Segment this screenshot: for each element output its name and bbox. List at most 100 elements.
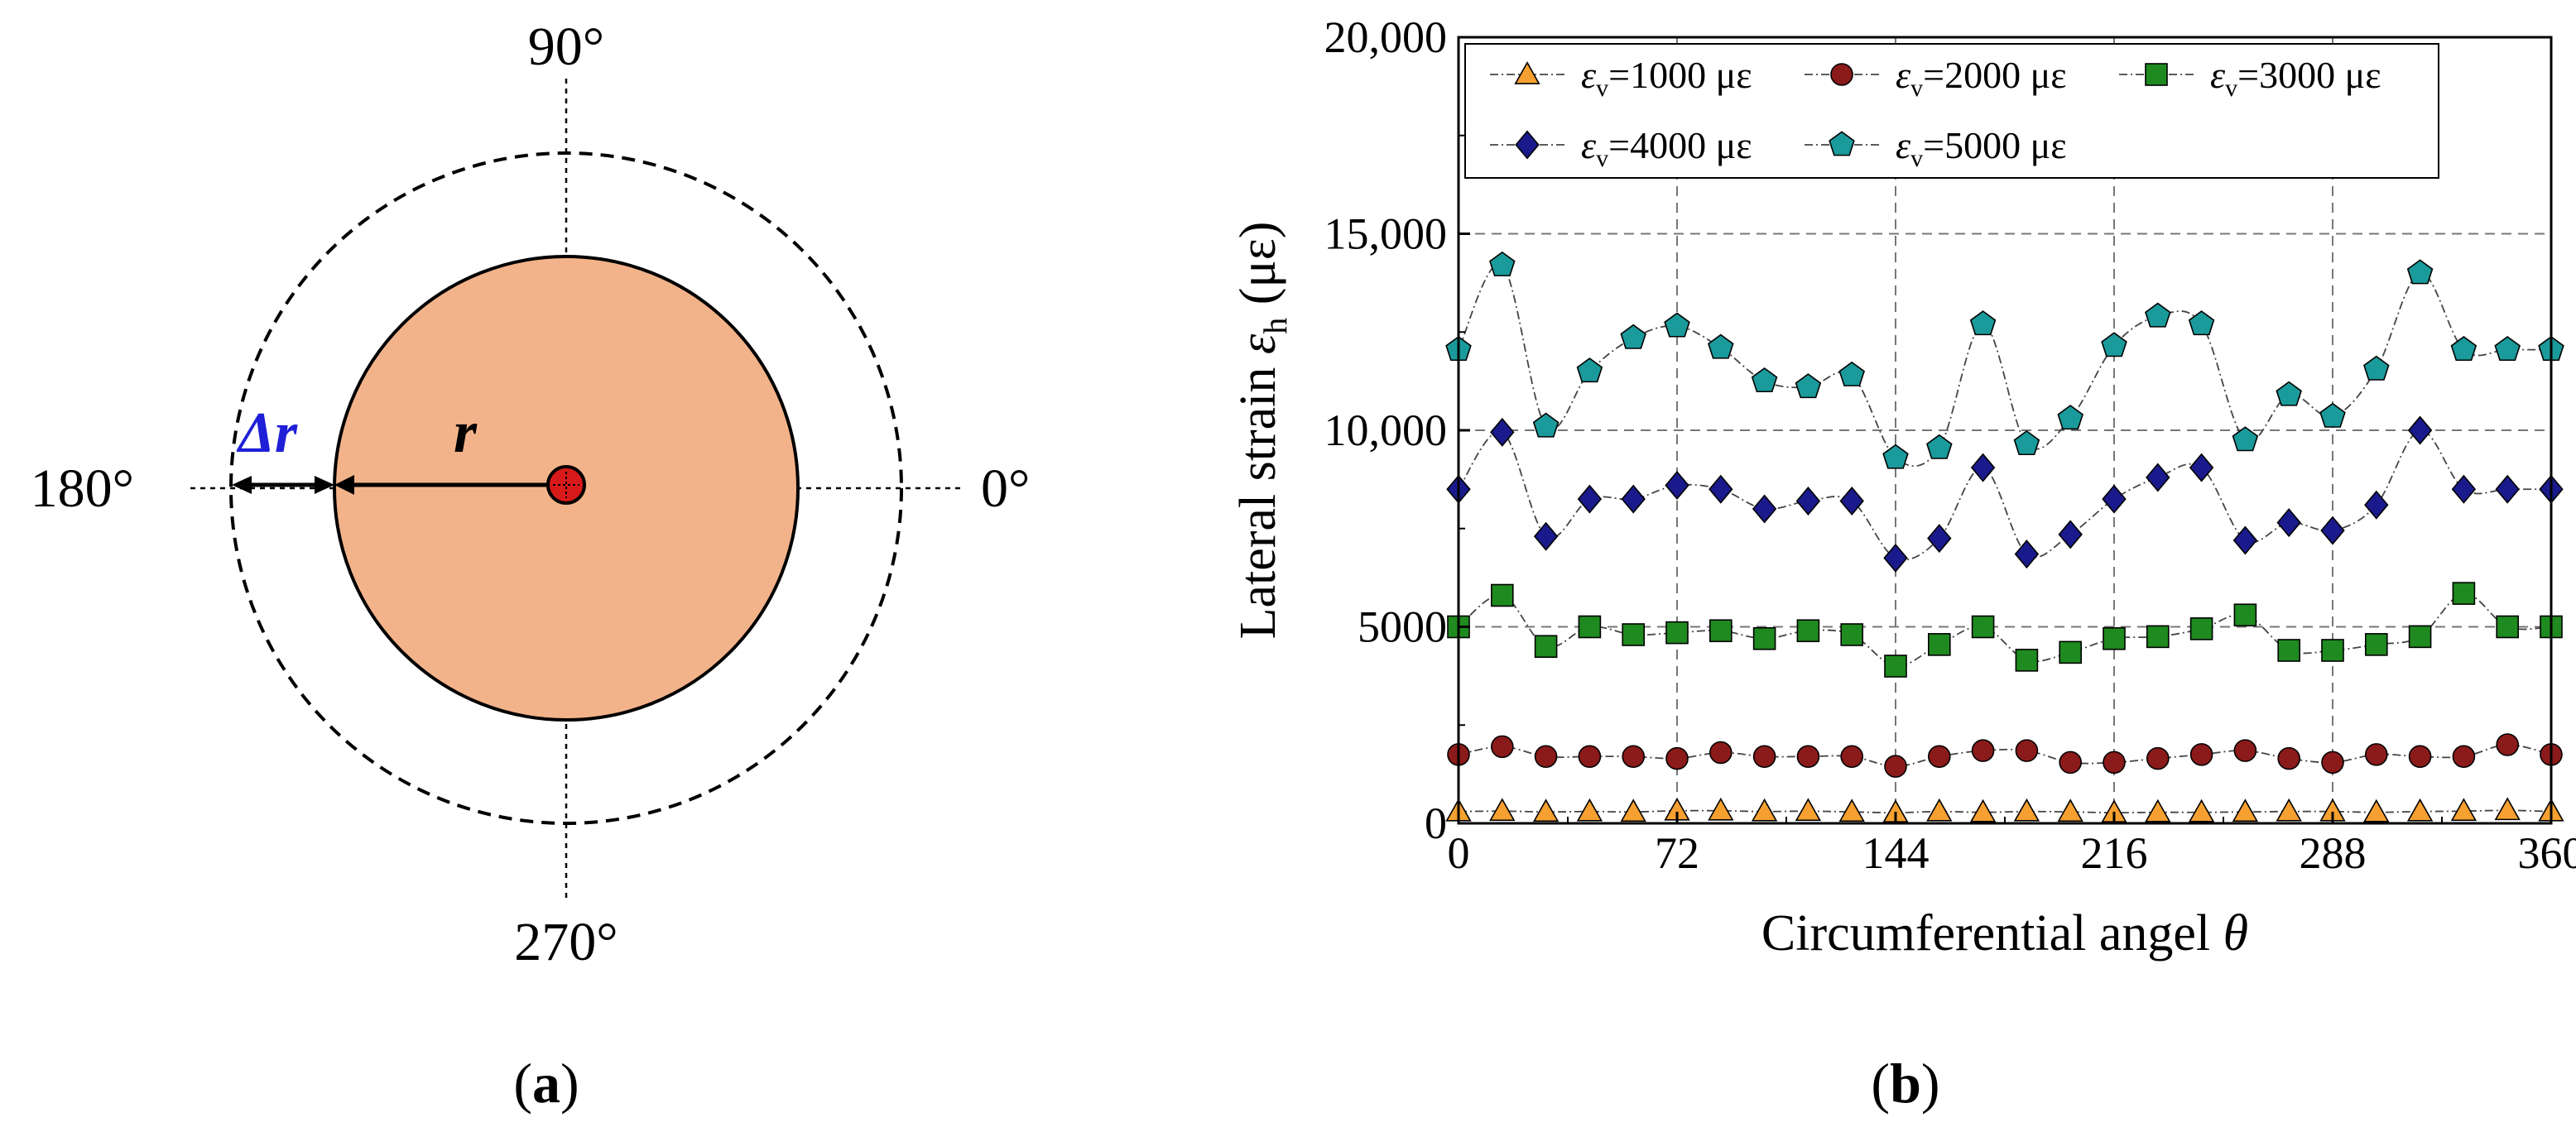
legend-marker <box>1829 131 1855 156</box>
data-point <box>1751 798 1778 822</box>
data-point <box>2452 582 2476 605</box>
delta-r-label: Δr <box>236 401 298 465</box>
data-point <box>1709 741 1733 765</box>
series-2000 <box>1447 733 2563 778</box>
data-point <box>2189 617 2213 640</box>
data-point <box>1969 798 1997 822</box>
series-line <box>1458 263 2552 468</box>
x-tick-label: 144 <box>1862 828 1930 878</box>
data-point <box>2102 484 2127 514</box>
y-tick-label: 20,000 <box>1324 12 1448 62</box>
data-point <box>1838 361 1865 386</box>
data-point <box>2103 751 2126 775</box>
radius-arrowhead <box>334 475 354 495</box>
data-point <box>2189 453 2214 482</box>
data-point <box>2232 426 2259 452</box>
data-point <box>2233 603 2257 627</box>
data-point <box>1970 453 1996 482</box>
angle-0-label: 0° <box>981 458 1030 519</box>
data-point <box>1928 745 1951 769</box>
data-point <box>2321 639 2344 662</box>
data-point <box>1883 543 1908 573</box>
data-point <box>1532 412 1560 438</box>
legend-marker <box>2145 63 2168 86</box>
data-point <box>1752 494 1777 524</box>
data-point <box>1838 798 1865 822</box>
data-point <box>1926 434 1953 459</box>
data-point <box>2276 508 2301 538</box>
series-3000 <box>1447 582 2563 678</box>
data-point <box>2276 381 2302 406</box>
data-point <box>1969 310 1997 336</box>
data-point <box>2145 302 2171 328</box>
data-point <box>2146 746 2170 770</box>
data-point <box>2363 355 2390 381</box>
data-point <box>1796 745 1820 769</box>
data-point <box>2320 516 2345 545</box>
data-point <box>2013 430 2040 456</box>
data-point <box>1534 635 1558 659</box>
legend-label: εv=2000 με <box>1896 54 2067 102</box>
data-point <box>1665 746 1689 770</box>
data-point <box>2321 751 2344 775</box>
data-point <box>2496 615 2519 639</box>
data-point <box>2365 633 2388 656</box>
data-point <box>2319 402 2346 428</box>
data-point <box>2015 739 2039 762</box>
data-point <box>1665 621 1689 645</box>
data-point <box>2015 649 2039 672</box>
legend-box <box>1464 43 2439 179</box>
data-point <box>1708 797 1734 821</box>
data-point <box>2058 520 2083 549</box>
y-tick-label: 10,000 <box>1324 405 1448 455</box>
data-point <box>1752 745 1776 769</box>
x-axis-title: Circumferential angel θ <box>1761 905 2248 962</box>
data-point <box>2406 259 2434 285</box>
data-point <box>2364 490 2389 520</box>
data-point <box>2496 733 2519 756</box>
data-point <box>1489 251 1516 276</box>
data-point <box>1620 798 1646 822</box>
data-point <box>2232 798 2259 822</box>
data-point <box>2408 745 2432 769</box>
data-point <box>1795 373 1822 399</box>
data-point <box>2057 405 2083 430</box>
legend: εv=1000 με εv=2000 με εv=3000 με εv=4000 με… <box>1464 43 2439 179</box>
axis-ticks: 0 72 144 216 288 360 0 5000 10,000 15,000 20,000 <box>1324 12 2576 878</box>
data-point <box>2013 798 2040 822</box>
data-point <box>1795 798 1822 822</box>
angle-180-label: 180° <box>31 458 134 519</box>
y-axis-title: Lateral strain εh (με) <box>1230 222 1294 640</box>
data-point <box>2494 336 2521 362</box>
data-point <box>2450 798 2477 822</box>
data-point <box>2494 797 2521 821</box>
panel-a: 90° 180° 0° 270° Δr r (a) <box>31 17 1031 1115</box>
data-point <box>1884 755 1907 778</box>
data-point <box>2450 336 2477 362</box>
data-point <box>2276 798 2302 822</box>
data-point <box>2146 625 2170 649</box>
delta-r-arrowhead-left <box>232 476 252 494</box>
data-point <box>2407 415 2433 445</box>
data-point <box>1489 798 1516 822</box>
data-point <box>2451 474 2477 504</box>
data-point <box>2188 798 2215 822</box>
legend-entry-3000: εv=3000 με <box>2119 54 2381 102</box>
data-point <box>1491 735 1514 759</box>
x-tick-label: 216 <box>2081 828 2148 878</box>
delta-r-arrowhead-right <box>315 476 334 494</box>
data-point <box>2452 745 2476 769</box>
data-point <box>1884 655 1907 678</box>
panel-b: 0 72 144 216 288 360 0 5000 10,000 15,000 20,000 ε… <box>1230 12 2576 1115</box>
data-point <box>2365 743 2388 766</box>
data-point <box>2408 625 2432 649</box>
radius-label: r <box>454 399 478 465</box>
outer-dashed-circle <box>229 151 903 825</box>
data-point <box>2059 751 2082 775</box>
data-point <box>1796 619 1820 643</box>
data-point <box>1971 739 1995 762</box>
data-point <box>1751 367 1778 393</box>
data-point <box>2059 640 2082 664</box>
data-point <box>1491 583 1514 607</box>
